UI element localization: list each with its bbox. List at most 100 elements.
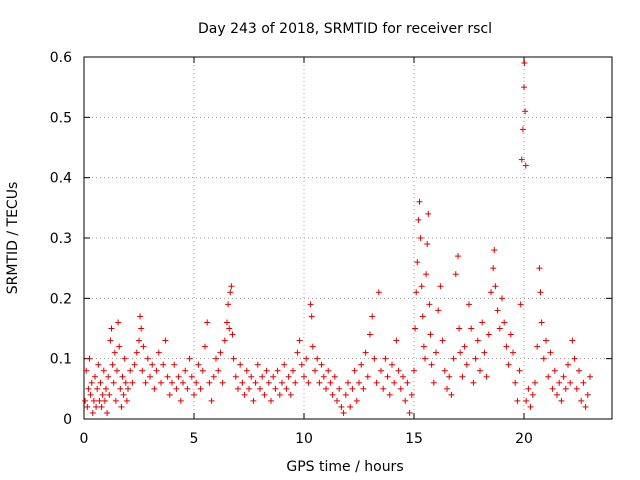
data-point (290, 367, 296, 374)
data-point (584, 391, 591, 398)
data-point (516, 367, 523, 374)
data-point (412, 325, 419, 332)
data-point (107, 337, 114, 344)
data-point (400, 373, 406, 380)
data-point (347, 403, 354, 410)
data-point (195, 361, 202, 368)
data-point (199, 367, 206, 374)
data-point (439, 337, 446, 344)
data-point (518, 156, 525, 163)
data-point (303, 355, 310, 362)
data-point (420, 343, 427, 350)
data-point (334, 397, 340, 404)
data-point (477, 367, 483, 374)
data-point (177, 397, 184, 404)
data-point (206, 379, 213, 386)
data-point (86, 355, 93, 362)
data-point (85, 385, 92, 392)
data-point (391, 379, 398, 386)
data-point (446, 373, 453, 380)
data-point (415, 216, 422, 223)
data-point (444, 385, 450, 392)
data-point (507, 331, 514, 338)
data-point (294, 349, 301, 356)
data-point (529, 391, 536, 398)
data-point (127, 367, 134, 374)
data-point (191, 391, 197, 398)
data-point (406, 409, 413, 416)
data-point (204, 319, 211, 326)
data-points (82, 60, 593, 416)
data-point (136, 337, 142, 344)
data-point (276, 391, 283, 398)
data-point (114, 367, 120, 374)
data-point (452, 271, 459, 278)
data-point (224, 319, 230, 326)
data-point (106, 391, 113, 398)
data-point (537, 289, 544, 296)
data-point (229, 331, 236, 338)
data-point (309, 343, 316, 350)
data-point (522, 108, 529, 115)
data-point (331, 373, 338, 380)
data-point (525, 385, 532, 392)
data-point (103, 385, 109, 392)
data-point (424, 241, 431, 248)
data-point (263, 367, 270, 374)
data-point (88, 379, 95, 386)
data-point (119, 373, 126, 380)
data-point (116, 343, 123, 350)
data-point (100, 367, 107, 374)
data-point (488, 289, 494, 296)
data-point (428, 361, 435, 368)
data-point (97, 379, 104, 386)
data-point (120, 391, 127, 398)
data-point (468, 325, 475, 332)
data-point (448, 391, 455, 398)
data-point (307, 301, 314, 308)
data-point (413, 289, 420, 296)
data-point (521, 60, 528, 67)
data-point (560, 373, 567, 380)
data-point (248, 373, 255, 380)
data-point (227, 289, 234, 296)
data-point (99, 391, 106, 398)
data-point (221, 337, 228, 344)
grid (84, 57, 612, 419)
data-point (466, 301, 472, 308)
data-point (503, 343, 510, 350)
data-point (419, 313, 426, 320)
y-tick-label: 0 (63, 412, 72, 428)
data-point (243, 367, 250, 374)
data-point (408, 391, 415, 398)
data-point (373, 379, 380, 386)
data-point (567, 379, 574, 386)
data-point (96, 397, 103, 404)
y-tick-label: 0.2 (50, 291, 72, 307)
data-point (527, 403, 534, 410)
data-point (538, 319, 545, 326)
data-point (571, 355, 578, 362)
data-point (353, 397, 360, 404)
data-point (547, 349, 554, 356)
data-point (556, 379, 563, 386)
data-point (138, 325, 145, 332)
data-point (456, 325, 463, 332)
data-point (182, 367, 189, 374)
data-point (342, 391, 349, 398)
data-point (338, 403, 345, 410)
data-point (213, 355, 219, 362)
data-point (175, 373, 182, 380)
data-point (301, 373, 307, 380)
data-point (404, 379, 411, 386)
data-point (202, 343, 208, 350)
data-point (540, 355, 547, 362)
data-point (139, 367, 146, 374)
data-point (463, 361, 470, 368)
data-point (411, 367, 417, 374)
data-point (193, 379, 200, 386)
data-point (147, 373, 153, 380)
data-point (371, 355, 378, 362)
data-point (510, 349, 516, 356)
